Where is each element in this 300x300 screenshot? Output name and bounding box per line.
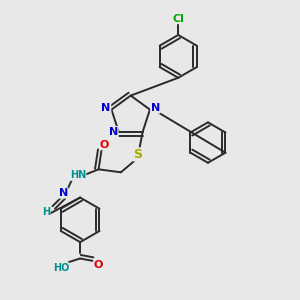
Text: H: H bbox=[42, 207, 50, 218]
Text: O: O bbox=[94, 260, 103, 270]
Text: HN: HN bbox=[70, 170, 86, 180]
Text: S: S bbox=[134, 148, 142, 161]
Text: HO: HO bbox=[52, 263, 69, 273]
Text: N: N bbox=[151, 103, 160, 113]
Text: O: O bbox=[100, 140, 109, 150]
Text: N: N bbox=[101, 103, 111, 113]
Text: N: N bbox=[109, 127, 118, 136]
Text: N: N bbox=[59, 188, 68, 198]
Text: Cl: Cl bbox=[172, 14, 184, 24]
